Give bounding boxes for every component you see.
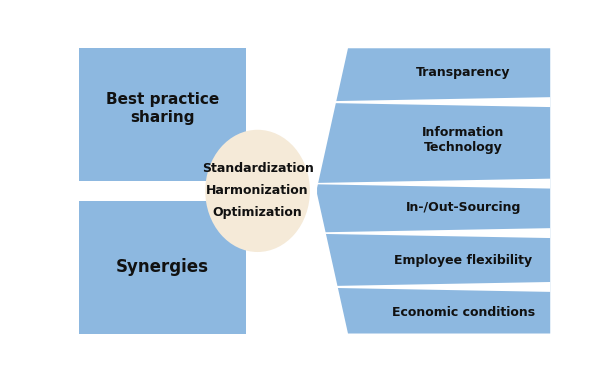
Text: Synergies: Synergies [116,258,209,276]
Text: Information
Technology: Information Technology [422,126,505,154]
Polygon shape [220,195,246,333]
Text: In-/Out-Sourcing: In-/Out-Sourcing [406,201,521,214]
Text: Standardization
Harmonization
Optimization: Standardization Harmonization Optimizati… [201,163,314,219]
Polygon shape [317,48,550,333]
Bar [79,201,246,333]
Text: Economic conditions: Economic conditions [392,306,535,319]
Text: Transparency: Transparency [416,66,511,79]
Text: Employee flexibility: Employee flexibility [394,254,532,267]
Text: Best practice
sharing: Best practice sharing [106,93,219,125]
Polygon shape [317,179,550,189]
Polygon shape [317,97,550,107]
Bar [79,48,246,181]
Ellipse shape [205,130,310,252]
Polygon shape [317,228,550,238]
Polygon shape [220,48,246,186]
Polygon shape [317,282,550,292]
